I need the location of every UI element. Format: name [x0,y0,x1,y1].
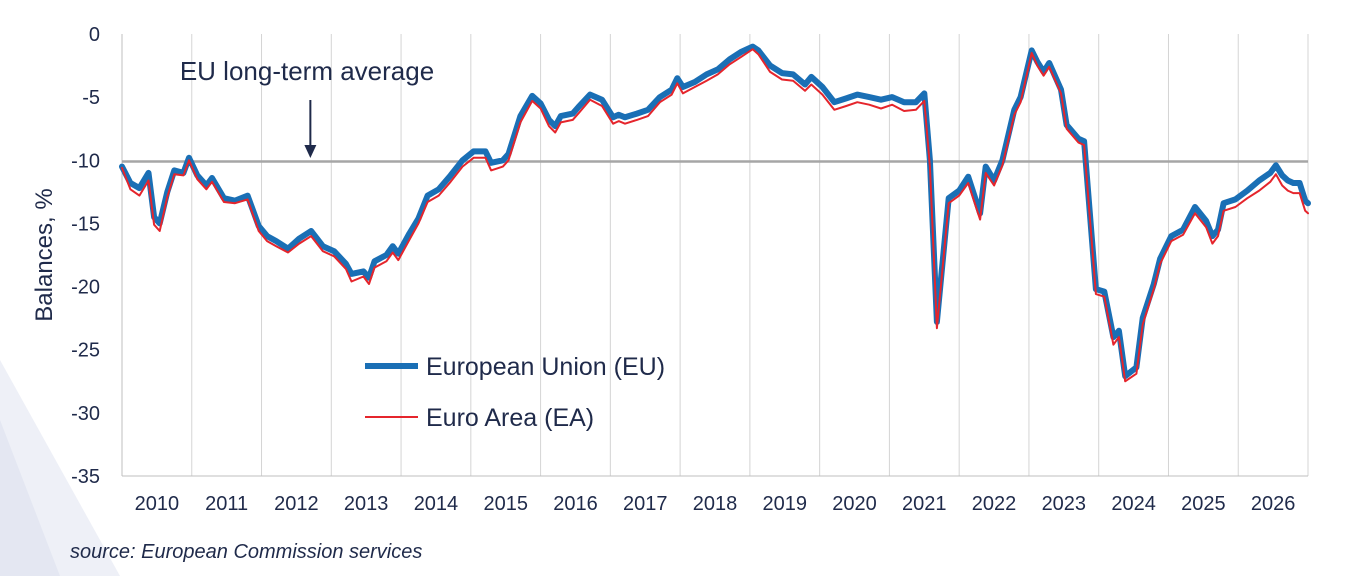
x-axis-ticks: 2010 2011 2012 2013 2014 2015 2016 2017 2018 2019… [135,493,1296,515]
x-tick-label: 2013 [344,493,389,515]
x-tick-label: 2012 [274,493,319,515]
y-axis-title: Balances, % [31,188,58,321]
x-tick-label: 2010 [135,493,180,515]
vertical-gridlines [121,34,1309,476]
x-tick-label: 2018 [693,493,738,515]
x-tick-label: 2020 [832,493,877,515]
y-axis-ticks: 0 -5 -10 -15 -20 -25 -30 -35 [71,24,100,488]
y-tick-label: -10 [71,150,100,172]
y-tick-label: -35 [71,466,100,488]
annotation: EU long-term average [180,56,434,158]
y-tick-label: -5 [82,87,100,109]
x-tick-label: 2025 [1181,493,1226,515]
x-tick-label: 2026 [1251,493,1296,515]
series-line-eu [119,43,1311,380]
x-tick-label: 2015 [483,493,528,515]
x-tick-label: 2016 [553,493,598,515]
x-tick-label: 2014 [414,493,459,515]
legend: European Union (EU) Euro Area (EA) [365,353,665,432]
source-note: source: European Commission services [70,541,423,563]
series-layer [119,43,1311,383]
y-tick-label: 0 [89,24,100,46]
legend-label-eu: European Union (EU) [426,353,665,381]
x-tick-label: 2023 [1042,493,1087,515]
y-tick-label: -15 [71,213,100,235]
x-tick-label: 2017 [623,493,668,515]
x-tick-label: 2024 [1111,493,1156,515]
x-tick-label: 2021 [902,493,947,515]
y-tick-label: -30 [71,403,100,425]
x-tick-label: 2022 [972,493,1017,515]
x-tick-label: 2019 [763,493,808,515]
y-tick-label: -25 [71,340,100,362]
annotation-arrow-head [304,145,317,158]
axes [121,34,1308,477]
y-tick-label: -20 [71,277,100,299]
series-line-ea [121,48,1309,383]
legend-label-ea: Euro Area (EA) [426,404,594,432]
annotation-text: EU long-term average [180,56,434,86]
x-tick-label: 2011 [205,493,248,515]
